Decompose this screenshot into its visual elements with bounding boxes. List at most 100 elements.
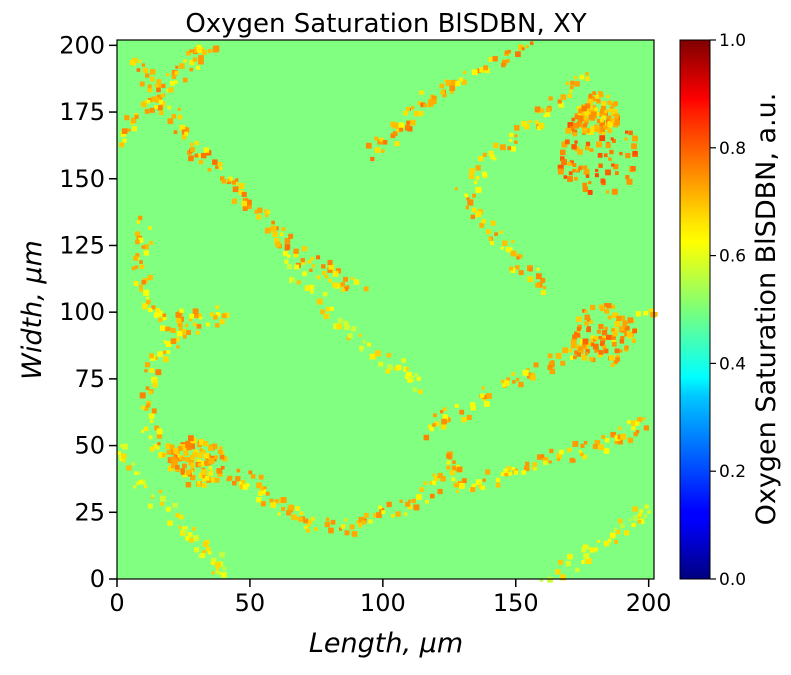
heatmap-cell — [547, 353, 553, 359]
heatmap-cell — [527, 276, 534, 283]
heatmap-cell — [151, 493, 155, 498]
heatmap-cell — [117, 451, 121, 455]
heatmap-cell — [386, 353, 392, 358]
heatmap-cell — [515, 265, 520, 270]
heatmap-cell — [408, 376, 413, 380]
heatmap-cell — [194, 313, 200, 319]
heatmap-cell — [639, 509, 644, 513]
heatmap-cell — [280, 497, 287, 503]
heatmap-cell — [632, 135, 638, 142]
heatmap-cell — [265, 491, 270, 496]
heatmap-cell — [139, 392, 146, 399]
heatmap-cell — [286, 510, 292, 516]
heatmap-cell — [330, 519, 336, 525]
heatmap-cell — [518, 254, 523, 259]
heatmap-cell — [362, 520, 367, 525]
heatmap-cell — [617, 439, 623, 445]
heatmap-cell — [441, 424, 447, 430]
heatmap-cell — [493, 157, 497, 161]
heatmap-cell — [374, 350, 381, 357]
heatmap-cell — [139, 81, 145, 87]
heatmap-cell — [141, 63, 145, 67]
heatmap-cell — [505, 247, 511, 253]
heatmap-cell — [510, 250, 517, 257]
heatmap-cell — [174, 71, 179, 75]
heatmap-cell — [359, 345, 364, 351]
heatmap-cell — [208, 445, 213, 451]
heatmap-cell — [481, 386, 485, 390]
heatmap-cell — [555, 352, 562, 359]
heatmap-cell — [392, 122, 399, 129]
heatmap-cell — [582, 114, 588, 121]
heatmap-cell — [277, 512, 281, 516]
heatmap-cell — [598, 323, 604, 330]
heatmap-cell — [188, 532, 193, 537]
heatmap-cell — [226, 179, 230, 183]
heatmap-cell — [466, 197, 470, 201]
heatmap-cell — [583, 165, 588, 170]
heatmap-cell — [135, 239, 140, 245]
heatmap-cell — [222, 566, 227, 571]
heatmap-cell — [437, 472, 443, 479]
heatmap-cell — [644, 504, 649, 509]
colorbar-tick-label: 0.6 — [719, 247, 746, 267]
heatmap-cell — [196, 153, 201, 158]
heatmap-cell — [534, 120, 539, 125]
heatmap-cell — [155, 97, 161, 103]
heatmap-cell — [613, 539, 618, 544]
heatmap-cell — [256, 214, 262, 220]
heatmap-cell — [522, 369, 529, 376]
heatmap-cell — [583, 118, 590, 124]
heatmap-cell — [432, 473, 436, 477]
heatmap-cell — [356, 520, 360, 524]
heatmap-cell — [602, 344, 607, 349]
y-tick-label: 125 — [59, 231, 105, 259]
heatmap-cell — [470, 487, 476, 493]
heatmap-cell — [201, 152, 207, 159]
heatmap-cell — [215, 570, 219, 574]
heatmap-cell — [560, 574, 566, 581]
heatmap-cell — [175, 65, 179, 69]
colorbar-tick-label: 0.0 — [719, 570, 746, 590]
heatmap-cell — [219, 454, 225, 460]
heatmap-cell — [580, 452, 584, 457]
heatmap-cell — [167, 326, 171, 331]
heatmap-cell — [592, 96, 597, 102]
heatmap-cell — [593, 547, 598, 552]
heatmap-cell — [600, 127, 605, 132]
heatmap-cell — [231, 198, 238, 204]
heatmap-cell — [127, 128, 131, 132]
heatmap-cell — [429, 426, 434, 432]
heatmap-cell — [301, 246, 307, 252]
heatmap-cell — [578, 348, 584, 354]
heatmap-cell — [197, 480, 201, 484]
heatmap-cell — [215, 323, 220, 328]
heatmap-cell — [404, 512, 408, 516]
heatmap-cell — [175, 311, 182, 318]
heatmap-cell — [599, 135, 606, 141]
heatmap-cell — [506, 466, 512, 471]
heatmap-cell — [575, 567, 580, 572]
heatmap-cell — [603, 448, 610, 454]
heatmap-cell — [406, 120, 411, 126]
heatmap-cell — [258, 208, 262, 213]
heatmap-cell — [344, 324, 350, 330]
heatmap-cell — [321, 264, 326, 269]
heatmap-cell — [480, 393, 485, 398]
heatmap-cell — [582, 454, 587, 460]
heatmap-cell — [440, 410, 444, 414]
heatmap-cell — [638, 518, 645, 525]
heatmap-cell — [484, 68, 490, 73]
heatmap-cell — [212, 159, 218, 165]
heatmap-cell — [581, 344, 587, 349]
heatmap-cell — [308, 519, 313, 525]
heatmap-cell — [614, 113, 620, 119]
heatmap-cell — [528, 120, 532, 123]
heatmap-cell — [577, 149, 583, 155]
heatmap-cell — [133, 485, 137, 489]
heatmap-cell — [166, 89, 170, 93]
heatmap-cell — [594, 336, 598, 340]
heatmap-cell — [316, 255, 321, 260]
heatmap-cell — [157, 105, 163, 111]
y-tick-label: 200 — [59, 31, 105, 59]
